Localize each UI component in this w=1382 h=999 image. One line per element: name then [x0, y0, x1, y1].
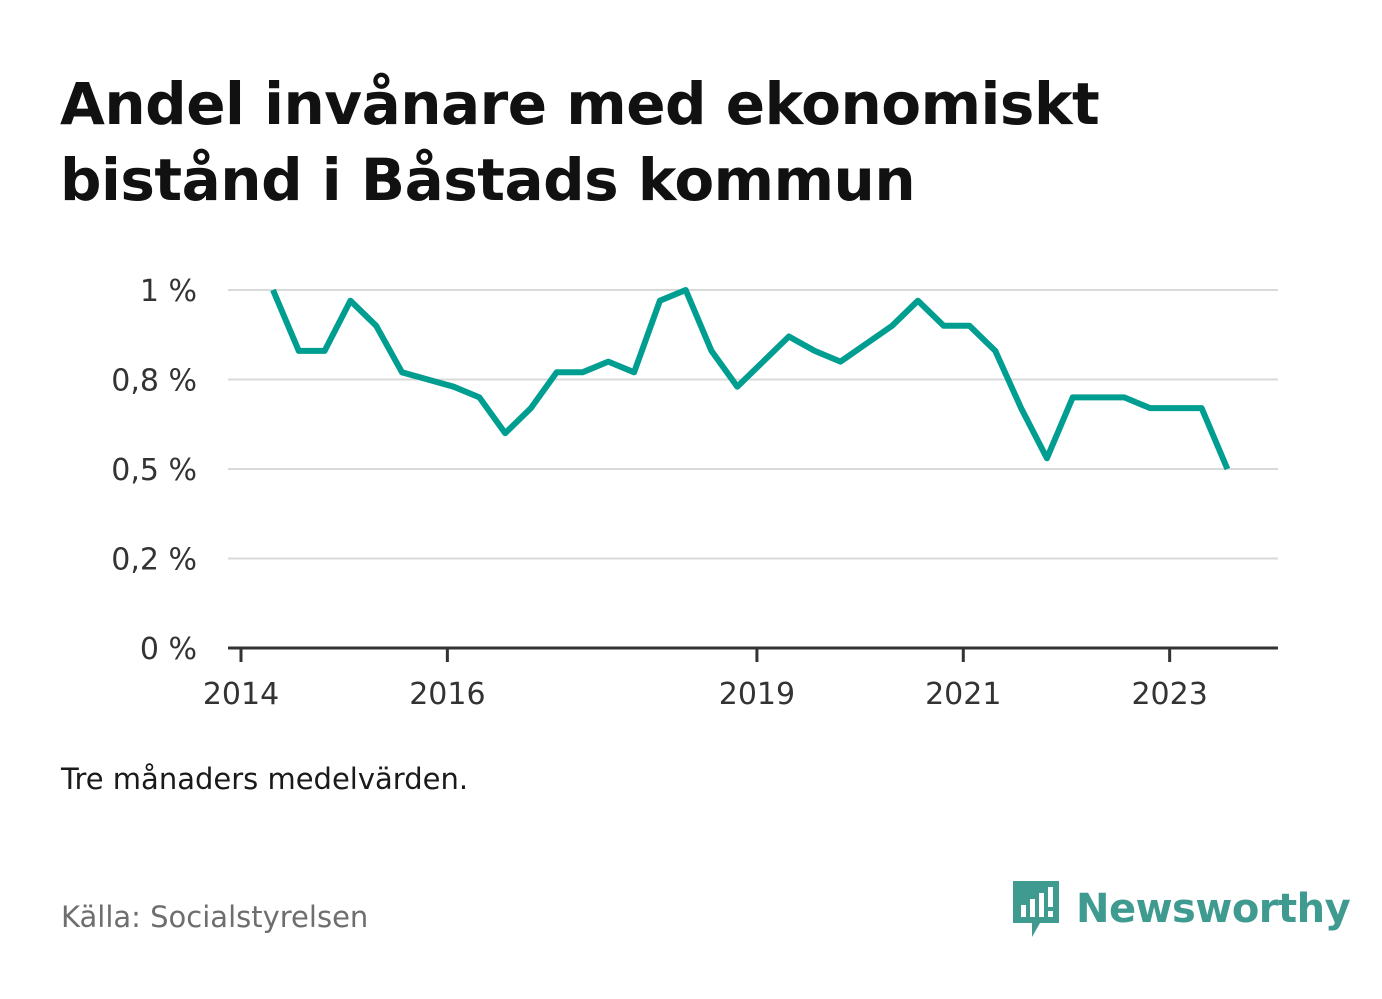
x-tick-label: 2023 — [1131, 677, 1207, 712]
chart-note: Tre månaders medelvärden. — [61, 762, 468, 796]
x-axis-ticks — [241, 648, 1170, 662]
x-axis-labels: 2014 2016 2019 2021 2023 — [203, 677, 1208, 712]
newsworthy-logo-icon — [1010, 879, 1062, 939]
y-tick-label: 1 % — [140, 274, 197, 309]
y-tick-label: 0,5 % — [111, 453, 197, 488]
source-text: Källa: Socialstyrelsen — [61, 900, 368, 934]
line-chart: 0 %0,2 %0,5 %0,8 %1 % 2014 2016 2019 2021 20… — [0, 0, 1382, 999]
y-tick-label: 0 % — [140, 632, 197, 667]
x-tick-label: 2014 — [203, 677, 279, 712]
y-tick-label: 0,8 % — [111, 364, 197, 399]
y-tick-label: 0,2 % — [111, 543, 197, 578]
brand-logo: Newsworthy — [1010, 878, 1350, 940]
gridlines — [228, 290, 1278, 559]
x-tick-label: 2019 — [719, 677, 795, 712]
y-axis-labels: 0 % 0,2 % 0,5 % 0,8 % 1 % — [111, 274, 197, 667]
x-tick-label: 2021 — [925, 677, 1001, 712]
x-tick-label: 2016 — [409, 677, 485, 712]
brand-name: Newsworthy — [1076, 886, 1350, 932]
